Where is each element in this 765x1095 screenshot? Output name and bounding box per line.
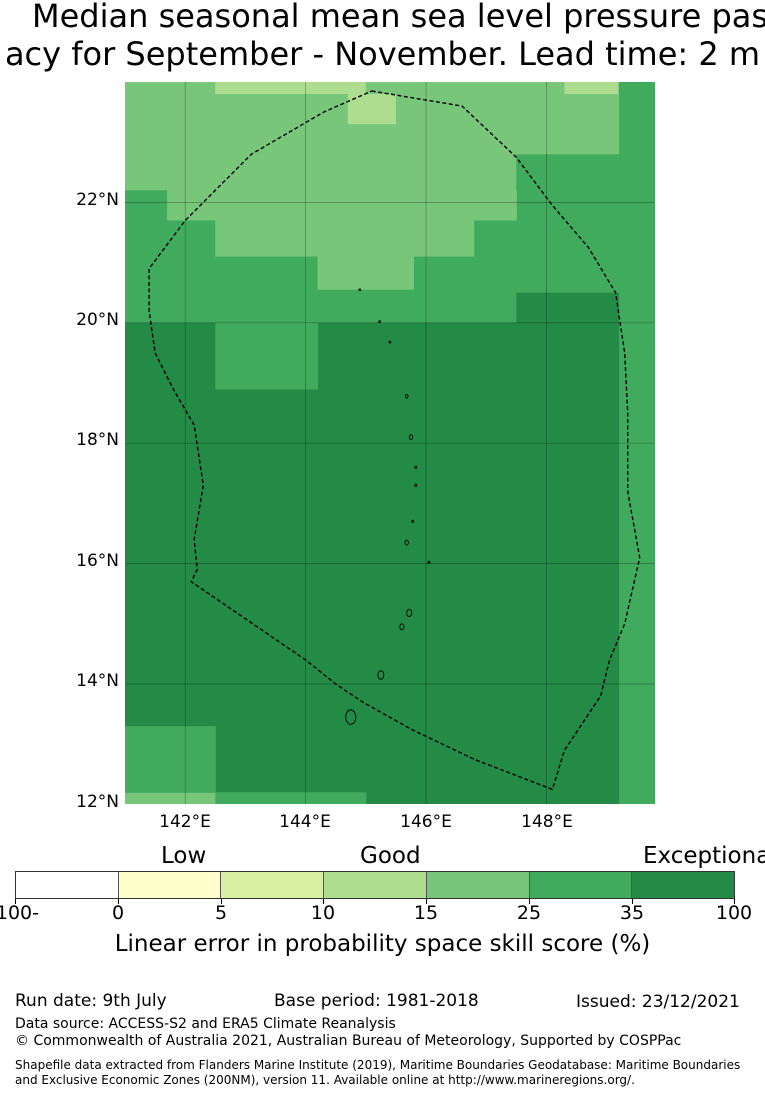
colorbar-segment-6 [529,872,633,898]
category-good: Good [360,843,421,869]
colorbar-tick-label-0: 0 [111,902,125,924]
skill-cell [167,190,517,221]
island-outline [427,560,431,565]
skill-cell [516,292,620,324]
category-low: Low [161,843,207,869]
colorbar-tick-label-35: 35 [619,902,645,924]
shapefile-credit-line-1: Shapefile data extracted from Flanders M… [15,1058,741,1072]
base-period: Base period: 1981-2018 [274,991,479,1011]
skill-cells-layer [125,82,655,804]
issued-date: Issued: 23/12/2021 [576,992,740,1012]
colorbar-label: Linear error in probability space skill … [114,931,651,957]
chart-title-line-1: Median seasonal mean sea level pressure … [32,0,765,34]
colorbar-tick-label-10: 10 [310,902,336,924]
skill-cell [395,154,517,191]
skill-cell [125,190,168,324]
colorbar-segment-2 [118,872,222,898]
skill-cell [317,289,415,324]
island-outline [404,539,409,546]
shapefile-credit-line-2: and Exclusive Economic Zones (200NM), ve… [15,1073,635,1087]
skill-cell [215,322,319,390]
island-outline [399,623,405,631]
colorbar-tick [734,899,735,904]
skill-cell [395,94,620,155]
island-outline [378,320,381,323]
colorbar-tick [323,899,324,904]
colorbar-tick-label-100: 100 [715,902,753,924]
skill-cell [347,124,397,191]
island-outline [411,519,415,524]
colorbar-segment-5 [426,872,530,898]
lat-label-22n: 22°N [76,190,119,210]
colorbar-tick [632,899,633,904]
island-outline [414,465,418,469]
skill-cell [215,256,319,324]
skill-cell [474,292,517,324]
lat-label-14n: 14°N [76,671,119,691]
skill-cell [125,726,216,760]
eez-boundary-line [148,90,641,791]
island-outline [408,434,414,441]
chart-title-line-2: acy for September - November. Lead time:… [4,36,761,72]
skill-cell [413,256,475,324]
skill-cell [215,792,367,804]
lat-label-12n: 12°N [76,792,119,812]
skill-cell [618,82,655,804]
colorbar-tick-label-minus100: -100 [0,902,39,924]
colorbar-tick-label-15: 15 [413,902,439,924]
colorbar-tick [221,899,222,904]
colorbar-tick-label-25: 25 [516,902,542,924]
map-canvas [125,82,655,804]
gridlines-layer [125,82,655,804]
lon-label-142e: 142°E [159,812,211,832]
colorbar-segment-1 [16,872,119,898]
run-date: Run date: 9th July [15,991,167,1011]
data-source: Data source: ACCESS-S2 and ERA5 Climate … [15,1016,396,1032]
colorbar-tick [426,899,427,904]
island-outline [345,709,357,725]
copyright: © Commonwealth of Australia 2021, Austra… [15,1033,682,1049]
skill-cell [125,82,216,95]
skill-cell [125,792,216,804]
colorbar-tick [118,899,119,904]
skill-cell [125,94,349,191]
skill-cell [125,322,620,804]
colorbar-tick-label-5: 5 [214,902,228,924]
lat-label-18n: 18°N [76,430,119,450]
colorbar-segment-4 [324,872,427,898]
island-outline [414,483,418,487]
island-outline [388,340,392,344]
island-outline [377,670,385,680]
skill-cell [317,256,415,291]
colorbar-tick [15,899,16,904]
island-outline [406,608,413,618]
skill-cell [215,220,475,258]
lon-label-144e: 144°E [279,812,331,832]
lat-label-16n: 16°N [76,551,119,571]
skill-cell [125,759,216,793]
colorbar-segment-3 [221,872,325,898]
lat-label-20n: 20°N [76,310,119,330]
skill-cell [215,82,367,95]
skill-cell [564,82,620,95]
island-outline [358,288,362,292]
lon-label-148e: 148°E [521,812,573,832]
island-outline [405,393,409,399]
skill-cell [347,94,397,125]
skill-cell [167,220,216,324]
lon-label-146e: 146°E [400,812,452,832]
category-exceptional: Exceptional [643,843,765,869]
eez-boundary-layer [148,90,641,791]
colorbar-segment-7 [632,872,735,898]
skill-map [125,82,655,804]
skill-cell [474,220,517,294]
skill-cell [365,82,565,95]
colorbar-tick [529,899,530,904]
colorbar [15,871,735,899]
islands-layer [345,288,431,725]
